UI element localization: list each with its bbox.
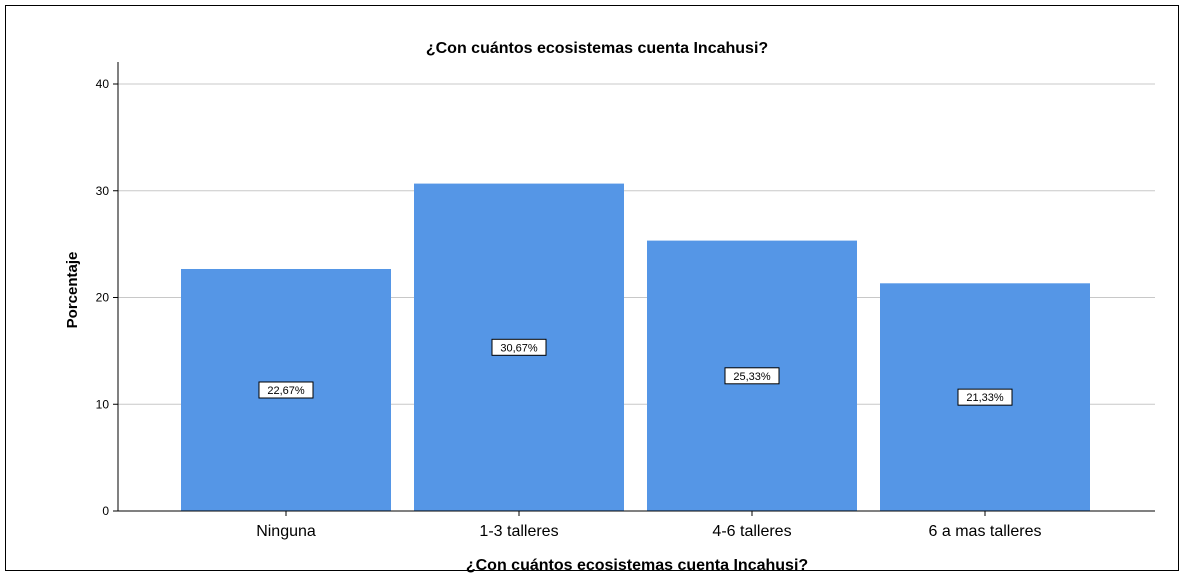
data-label-box — [491, 338, 547, 356]
y-axis: 0 10 20 30 40 — [96, 62, 119, 518]
data-label-box — [724, 367, 780, 385]
data-label-box — [258, 381, 314, 399]
y-tick-label: 10 — [96, 397, 110, 411]
data-label: 25,33% — [733, 371, 771, 383]
bars — [181, 183, 1090, 512]
chart-title: ¿Con cuántos ecosistemas cuenta Incahusi… — [426, 40, 768, 57]
y-axis-label: Porcentaje — [64, 252, 81, 329]
data-labels: 22,67% 30,67% 25,33% 21,33% — [258, 338, 1013, 406]
data-label: 22,67% — [267, 385, 305, 397]
x-axis: Ninguna 1-3 talleres 4-6 talleres 6 a mas t… — [118, 510, 1155, 540]
x-axis-label: ¿Con cuántos ecosistemas cuenta Incahusi… — [466, 557, 808, 574]
y-tick-label: 0 — [102, 504, 109, 518]
x-tick-label: 1-3 talleres — [479, 523, 558, 540]
x-tick-label: 4-6 talleres — [712, 523, 791, 540]
y-tick-label: 20 — [96, 291, 110, 305]
data-label: 21,33% — [966, 392, 1004, 404]
x-tick-label: Ninguna — [256, 523, 316, 540]
x-tick-label: 6 a mas talleres — [929, 523, 1042, 540]
chart-frame — [5, 5, 1179, 571]
data-label-box — [957, 388, 1013, 406]
y-tick-label: 40 — [96, 77, 110, 91]
data-label: 30,67% — [500, 342, 538, 354]
y-tick-label: 30 — [96, 184, 110, 198]
